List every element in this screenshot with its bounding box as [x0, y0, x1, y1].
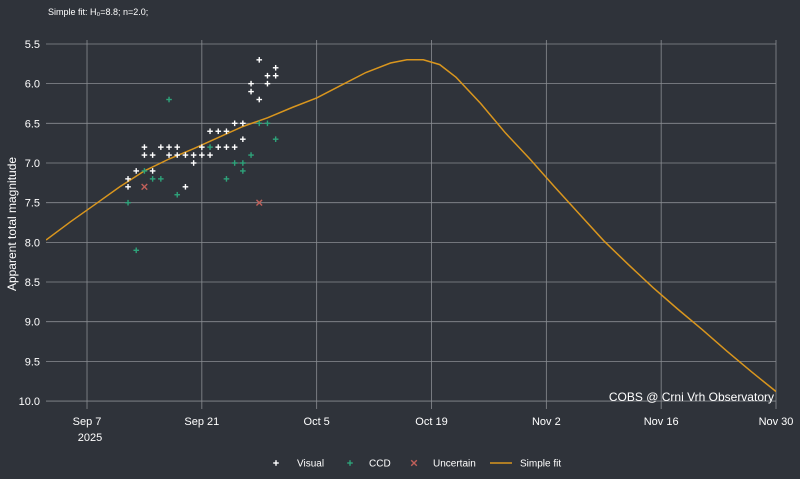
y-tick-label: 6.0: [25, 79, 40, 91]
visual-observation: [256, 96, 263, 103]
x-tick-label: Nov 2: [532, 416, 561, 428]
ccd-observation: [248, 152, 254, 158]
visual-observation: [248, 80, 254, 87]
visual-observation: [182, 152, 189, 158]
visual-observation: [125, 176, 131, 182]
legend-swatch: [347, 460, 353, 466]
legend-swatch: [273, 460, 279, 466]
y-tick-label: 6.5: [25, 118, 40, 130]
x-tick-label: Nov 16: [644, 416, 679, 428]
visual-observation: [215, 144, 222, 150]
visual-observation: [149, 152, 156, 158]
visual-observation: [248, 88, 254, 95]
visual-observation: [199, 144, 205, 150]
y-axis-ticks: 5.5 6.0 6.5 7.0 7.5 8.0 8.5 9.0 9.5 10.0: [19, 39, 40, 408]
ccd-observation: [256, 120, 263, 127]
ccd-observation: [231, 160, 238, 166]
y-tick-label: 8.5: [25, 277, 40, 289]
visual-observation: [272, 64, 279, 71]
visual-observation: [240, 136, 246, 142]
y-tick-label: 9.5: [25, 356, 40, 368]
uncertain-observation: [141, 183, 148, 191]
y-tick-label: 9.0: [25, 317, 40, 329]
uncertain-observation: [255, 199, 263, 206]
visual-observation: [207, 128, 213, 135]
legend-item-ccd: CCD: [347, 459, 391, 470]
visual-observation: [174, 144, 181, 150]
ccd-observation: [207, 144, 213, 150]
x-tick-label: Nov 30: [759, 416, 794, 428]
legend-label: CCD: [369, 459, 391, 470]
ccd-observation: [158, 176, 164, 182]
visual-observation: [223, 128, 230, 135]
visual-observation: [231, 120, 238, 127]
y-tick-label: 7.5: [25, 198, 40, 210]
x-tick-label: Sep 21: [184, 416, 219, 428]
x-tick-label: Oct 19: [415, 416, 447, 428]
ccd-observation: [174, 191, 181, 198]
grid: [46, 40, 777, 409]
legend-label: Uncertain: [433, 459, 476, 470]
ccd-observation: [223, 176, 230, 182]
visual-observation: [272, 72, 279, 79]
ccd-observation: [166, 96, 172, 103]
x-tick-label: Sep 7: [73, 416, 102, 428]
visual-observation: [166, 144, 172, 150]
legend-label: Visual: [297, 459, 324, 470]
visual-observation: [125, 184, 131, 190]
plot-area: [46, 40, 777, 409]
ccd-observation: [133, 247, 140, 254]
visual-observation: [231, 144, 238, 150]
visual-observation: [223, 144, 230, 150]
visual-observation: [149, 168, 156, 174]
visual-observation: [174, 152, 181, 158]
visual-observation: [166, 152, 172, 158]
x-tick-label: Oct 5: [304, 416, 330, 428]
fit-layer: [46, 59, 776, 393]
visual-observation: [264, 80, 271, 87]
fit-parameters-text: Simple fit: H₀=8.8; n=2.0;: [48, 7, 148, 17]
visual-observation: [215, 128, 222, 135]
visual-observation: [264, 72, 271, 79]
visual-observation: [158, 144, 164, 150]
ccd-observation: [240, 160, 246, 166]
legend: Visual CCD Uncertain Simple fit: [273, 459, 561, 470]
visual-observation: [141, 152, 148, 158]
legend-swatch: [410, 459, 418, 467]
visual-observation: [190, 160, 197, 166]
visual-observation: [256, 57, 263, 63]
y-tick-label: 5.5: [25, 39, 40, 51]
y-tick-label: 8.0: [25, 237, 40, 249]
x-axis-ticks: Sep 7 Sep 21 Oct 5 Oct 19 Nov 2 Nov 16 Nov 30: [73, 416, 794, 428]
y-tick-label: 10.0: [19, 396, 40, 408]
legend-label: Simple fit: [520, 459, 561, 470]
y-axis-title: Apparent total magnitude: [5, 157, 19, 291]
visual-observation: [141, 144, 148, 150]
x-axis-year-label: 2025: [78, 432, 102, 444]
ccd-observation: [264, 120, 271, 127]
marker-layer: [125, 57, 279, 254]
visual-observation: [133, 168, 140, 174]
y-tick-label: 7.0: [25, 158, 40, 170]
simple-fit-curve: [46, 59, 776, 393]
visual-observation: [199, 152, 205, 158]
ccd-observation: [240, 168, 246, 174]
visual-observation: [190, 152, 197, 158]
ccd-observation: [125, 199, 131, 206]
ccd-observation: [149, 176, 156, 182]
ccd-observation: [141, 168, 148, 174]
visual-observation: [182, 184, 189, 190]
legend-item-visual: Visual: [273, 459, 324, 470]
watermark: COBS @ Crni Vrh Observatory: [609, 390, 774, 404]
ccd-observation: [272, 136, 279, 142]
visual-observation: [240, 120, 246, 127]
visual-observation: [207, 152, 213, 158]
legend-item-simple-fit: Simple fit: [490, 459, 561, 470]
legend-item-uncertain: Uncertain: [410, 459, 476, 470]
